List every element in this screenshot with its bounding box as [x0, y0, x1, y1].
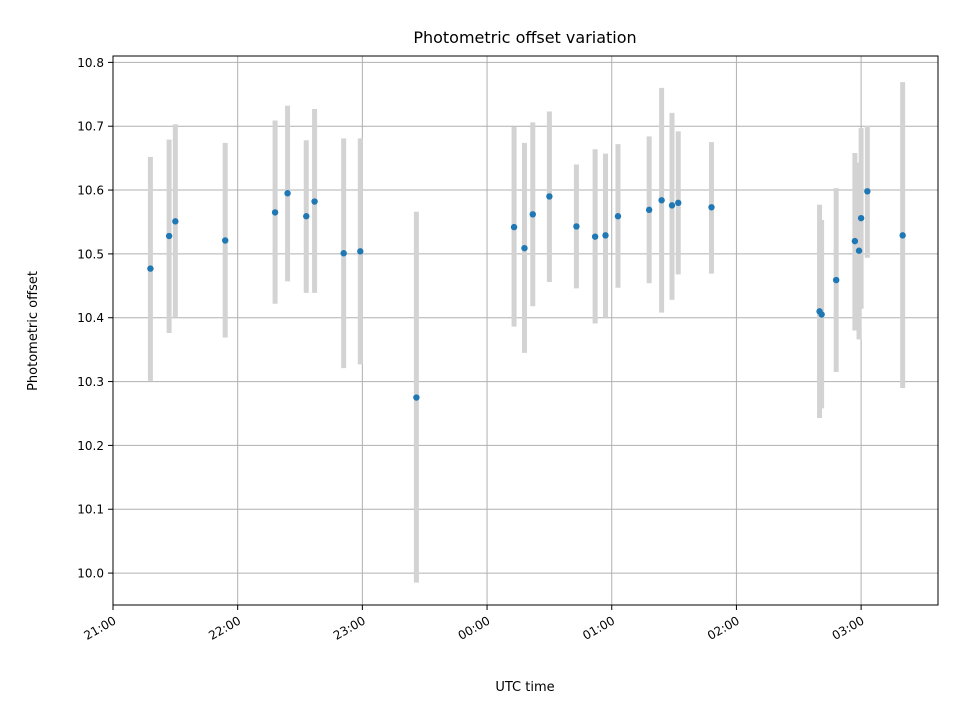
y-tick-label: 10.2 [77, 439, 104, 453]
y-axis-label: Photometric offset [26, 271, 41, 391]
data-point [165, 232, 173, 240]
y-tick-label: 10.6 [77, 184, 104, 198]
data-point [413, 394, 420, 401]
data-point [658, 197, 665, 204]
data-point [340, 250, 347, 257]
data-point [708, 204, 715, 211]
data-point [851, 237, 859, 245]
data-point [645, 206, 653, 214]
data-point [172, 218, 179, 225]
data-point [857, 214, 865, 222]
data-point [675, 199, 682, 207]
y-tick-label: 10.5 [77, 247, 104, 261]
data-point [818, 311, 825, 318]
data-point [899, 232, 906, 239]
y-tick-label: 10.4 [77, 311, 104, 325]
y-tick-label: 10.1 [77, 503, 104, 517]
chart-title: Photometric offset variation [413, 28, 636, 47]
data-point [614, 213, 622, 220]
data-point [573, 223, 580, 230]
data-point [222, 237, 229, 244]
y-axis-ticks: 10.0 10.1 10.2 10.3 10.4 10.5 10.6 10.7 10.8 [77, 56, 113, 581]
data-point [521, 244, 528, 252]
data-point [311, 198, 318, 205]
data-point [529, 211, 536, 218]
y-tick-label: 10.8 [77, 56, 104, 70]
data-point [591, 233, 599, 240]
y-tick-label: 10.7 [77, 120, 104, 134]
data-point [668, 202, 676, 209]
y-tick-label: 10.0 [77, 567, 104, 581]
y-tick-label: 10.3 [77, 375, 104, 389]
data-point [357, 248, 364, 255]
data-point [303, 213, 310, 220]
data-point [147, 265, 154, 272]
data-point [855, 247, 863, 254]
data-points [147, 188, 906, 401]
data-point [832, 276, 840, 284]
data-point [271, 209, 279, 216]
data-point [284, 190, 291, 197]
data-point [510, 223, 518, 231]
data-point [546, 193, 553, 200]
plot-frame [112, 55, 939, 606]
x-axis-label: UTC time [495, 680, 554, 695]
data-point [864, 188, 871, 195]
data-point [602, 232, 609, 239]
